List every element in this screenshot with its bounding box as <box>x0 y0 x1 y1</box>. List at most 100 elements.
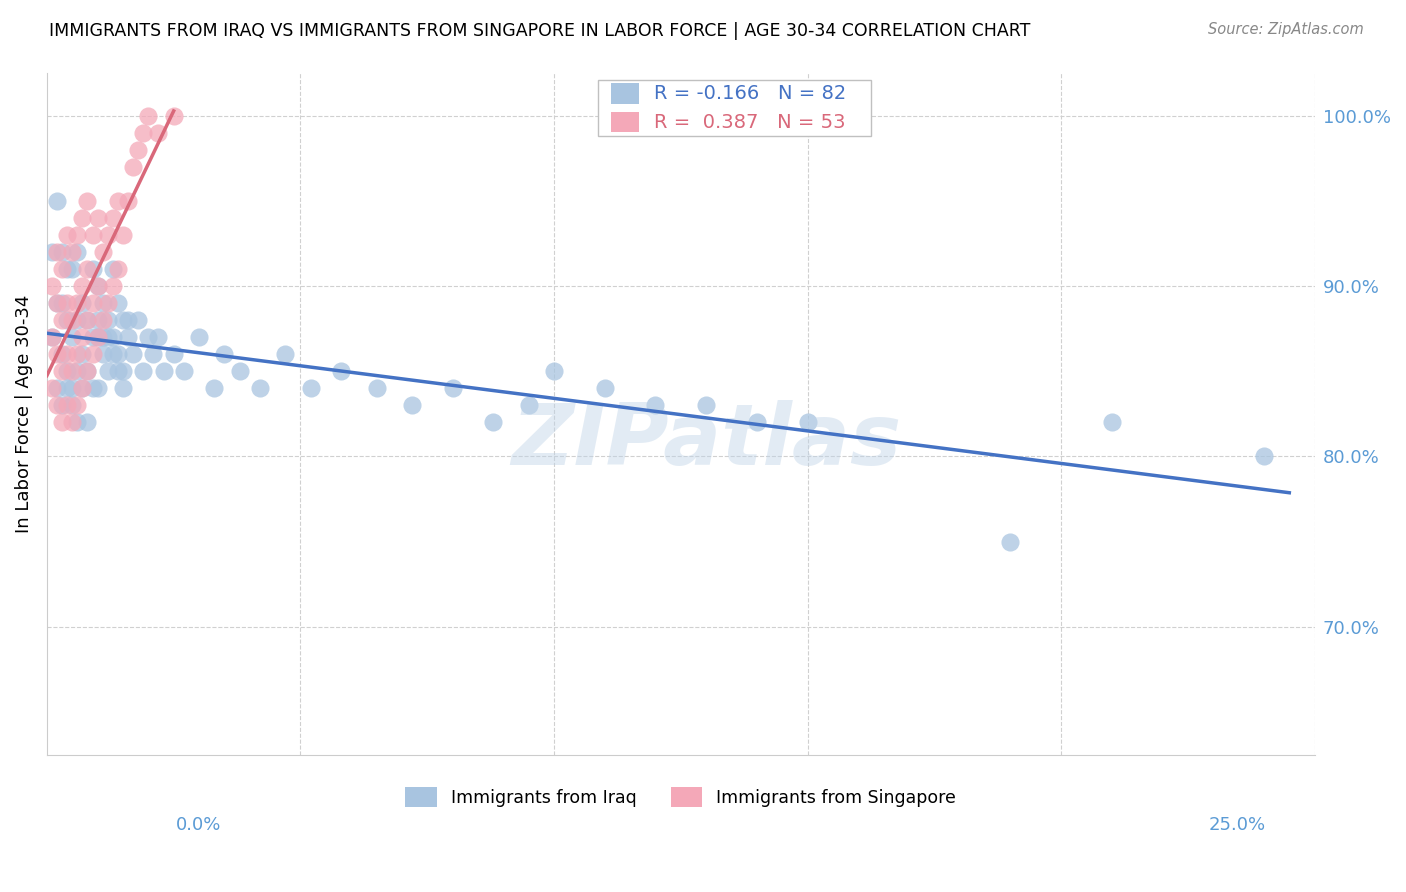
Point <box>111 313 134 327</box>
Point <box>72 381 94 395</box>
Point <box>117 313 139 327</box>
Point <box>91 347 114 361</box>
Point <box>46 381 69 395</box>
Point <box>249 381 271 395</box>
Point <box>60 261 83 276</box>
Point <box>107 364 129 378</box>
Point <box>97 296 120 310</box>
Point <box>1101 415 1123 429</box>
Point <box>86 313 108 327</box>
Point <box>91 244 114 259</box>
Text: R =  0.387   N = 53: R = 0.387 N = 53 <box>654 112 845 131</box>
Point <box>101 261 124 276</box>
Point <box>46 296 69 310</box>
Text: IMMIGRANTS FROM IRAQ VS IMMIGRANTS FROM SINGAPORE IN LABOR FORCE | AGE 30-34 COR: IMMIGRANTS FROM IRAQ VS IMMIGRANTS FROM … <box>49 22 1031 40</box>
Point <box>41 330 63 344</box>
Point <box>107 194 129 208</box>
Point <box>82 381 104 395</box>
Point <box>163 109 186 123</box>
Point <box>299 381 322 395</box>
Point <box>202 381 225 395</box>
Point <box>366 381 388 395</box>
Point <box>228 364 250 378</box>
Point <box>111 364 134 378</box>
Point <box>97 330 120 344</box>
Point <box>163 347 186 361</box>
Point <box>41 244 63 259</box>
Point <box>72 347 94 361</box>
Point <box>46 347 69 361</box>
Point <box>41 330 63 344</box>
Text: 25.0%: 25.0% <box>1208 816 1265 834</box>
Point <box>1000 534 1022 549</box>
Point <box>101 279 124 293</box>
Point <box>136 330 159 344</box>
Point <box>117 194 139 208</box>
Point <box>66 313 89 327</box>
Point <box>56 227 79 242</box>
Point <box>56 313 79 327</box>
Point <box>60 381 83 395</box>
Point <box>60 415 83 429</box>
Point <box>56 364 79 378</box>
Bar <box>599 79 870 136</box>
Point <box>152 364 174 378</box>
Point <box>66 227 89 242</box>
Point <box>72 279 94 293</box>
Point <box>76 415 98 429</box>
Legend: Immigrants from Iraq, Immigrants from Singapore: Immigrants from Iraq, Immigrants from Si… <box>398 780 963 814</box>
Point <box>142 347 165 361</box>
Point <box>517 398 540 412</box>
Point <box>101 330 124 344</box>
Point <box>72 381 94 395</box>
Point <box>111 381 134 395</box>
Point <box>66 415 89 429</box>
Point <box>41 381 63 395</box>
Point <box>46 296 69 310</box>
Text: Source: ZipAtlas.com: Source: ZipAtlas.com <box>1208 22 1364 37</box>
Point <box>86 279 108 293</box>
Point <box>76 194 98 208</box>
Point <box>148 126 170 140</box>
Point <box>66 398 89 412</box>
Point <box>122 160 145 174</box>
Point <box>66 347 89 361</box>
Text: R = -0.166   N = 82: R = -0.166 N = 82 <box>654 84 846 103</box>
Point <box>543 364 565 378</box>
Point <box>56 261 79 276</box>
Point <box>76 313 98 327</box>
Point <box>56 398 79 412</box>
Point <box>107 296 129 310</box>
Point <box>122 347 145 361</box>
Point <box>274 347 297 361</box>
Point <box>60 364 83 378</box>
Point <box>82 261 104 276</box>
Point <box>51 347 73 361</box>
Point <box>82 227 104 242</box>
Point <box>132 126 155 140</box>
Point <box>482 415 505 429</box>
Point <box>127 143 149 157</box>
Text: ZIPatlas: ZIPatlas <box>510 400 901 483</box>
Point <box>46 244 69 259</box>
Point <box>91 313 114 327</box>
Point <box>745 415 768 429</box>
Point <box>82 330 104 344</box>
Point <box>91 330 114 344</box>
Point <box>136 109 159 123</box>
Point <box>56 347 79 361</box>
Point <box>51 398 73 412</box>
Point <box>107 261 129 276</box>
Y-axis label: In Labor Force | Age 30-34: In Labor Force | Age 30-34 <box>15 294 32 533</box>
Point <box>46 194 69 208</box>
Point <box>91 296 114 310</box>
Point <box>66 244 89 259</box>
Point <box>46 398 69 412</box>
Point <box>76 364 98 378</box>
Point <box>441 381 464 395</box>
Point <box>593 381 616 395</box>
Point <box>86 279 108 293</box>
Point <box>796 415 818 429</box>
Point <box>51 261 73 276</box>
Point <box>101 347 124 361</box>
